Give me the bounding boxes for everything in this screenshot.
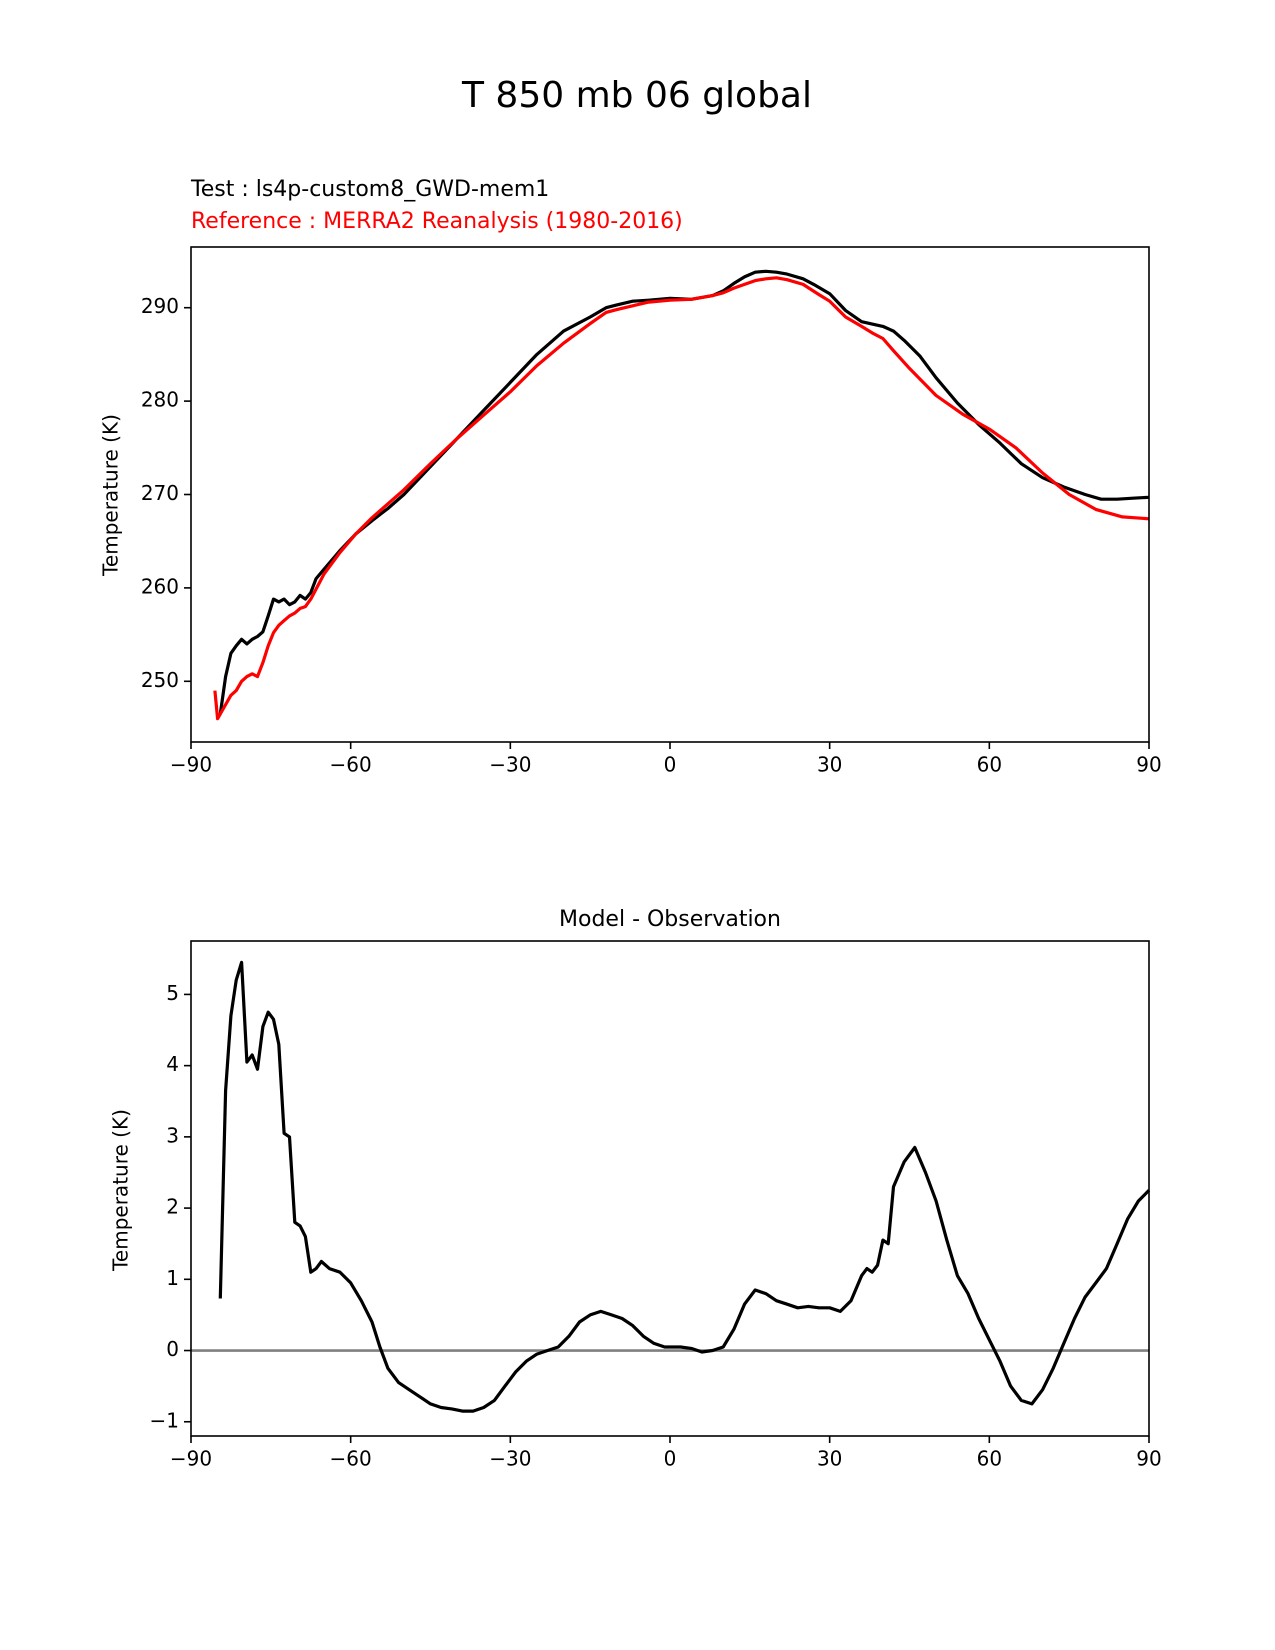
bottom-ytick-label: 3 (166, 1123, 179, 1147)
top-xtick-label: 60 (977, 753, 1002, 777)
top-xtick-label: −90 (170, 753, 212, 777)
top-ytick-label: 250 (141, 668, 179, 692)
top-xtick-label: −60 (330, 753, 372, 777)
reference-title: Reference : MERRA2 Reanalysis (1980-2016… (191, 209, 683, 234)
bottom-panel: Model - Observation Temperature (K) −90−… (109, 907, 1162, 1471)
bottom-ytick-label: −1 (150, 1408, 179, 1432)
top-panel: Test : ls4p-custom8_GWD-mem1 Reference :… (99, 177, 1162, 777)
top-ytick-label: 290 (141, 294, 179, 318)
top-series-reference-line (213, 276, 1150, 721)
top-ticks: −90 −60 −30 0 30 60 90 250 260 270 280 290 (141, 294, 1162, 776)
bottom-xtick-label: 30 (817, 1447, 842, 1471)
bottom-ticks: −90 −60 −30 0 30 60 90 −1 0 1 2 3 4 5 (150, 981, 1162, 1471)
bottom-ylabel: Temperature (K) (109, 1109, 133, 1272)
test-title: Test : ls4p-custom8_GWD-mem1 (190, 177, 549, 202)
bottom-xtick-label: 0 (664, 1447, 677, 1471)
top-ylabel: Temperature (K) (99, 414, 123, 577)
top-ytick-label: 270 (141, 481, 179, 505)
bottom-ytick-label: 5 (166, 981, 179, 1005)
bottom-xtick-label: 90 (1136, 1447, 1161, 1471)
bottom-ytick-label: 2 (166, 1195, 179, 1219)
bottom-ytick-label: 0 (166, 1337, 179, 1361)
bottom-xtick-label: −30 (489, 1447, 531, 1471)
bottom-series-difference-line (218, 960, 1151, 1413)
bottom-lines (191, 960, 1151, 1413)
top-xtick-label: −30 (489, 753, 531, 777)
top-ytick-label: 260 (141, 574, 179, 598)
top-ytick-label: 280 (141, 388, 179, 412)
top-xtick-label: 0 (664, 753, 677, 777)
top-axes-frame (190, 246, 1150, 743)
top-series-test-line (218, 269, 1150, 715)
bottom-xtick-label: −60 (330, 1447, 372, 1471)
bottom-ytick-label: 1 (166, 1266, 179, 1290)
figure-title: T 850 mb 06 global (461, 75, 812, 116)
top-xtick-label: 30 (817, 753, 842, 777)
top-xtick-label: 90 (1136, 753, 1161, 777)
bottom-axes-frame (190, 940, 1150, 1437)
bottom-xtick-label: −90 (170, 1447, 212, 1471)
bottom-ytick-label: 4 (166, 1052, 179, 1076)
top-lines (213, 269, 1150, 721)
bottom-xtick-label: 60 (977, 1447, 1002, 1471)
bottom-title: Model - Observation (559, 907, 781, 932)
